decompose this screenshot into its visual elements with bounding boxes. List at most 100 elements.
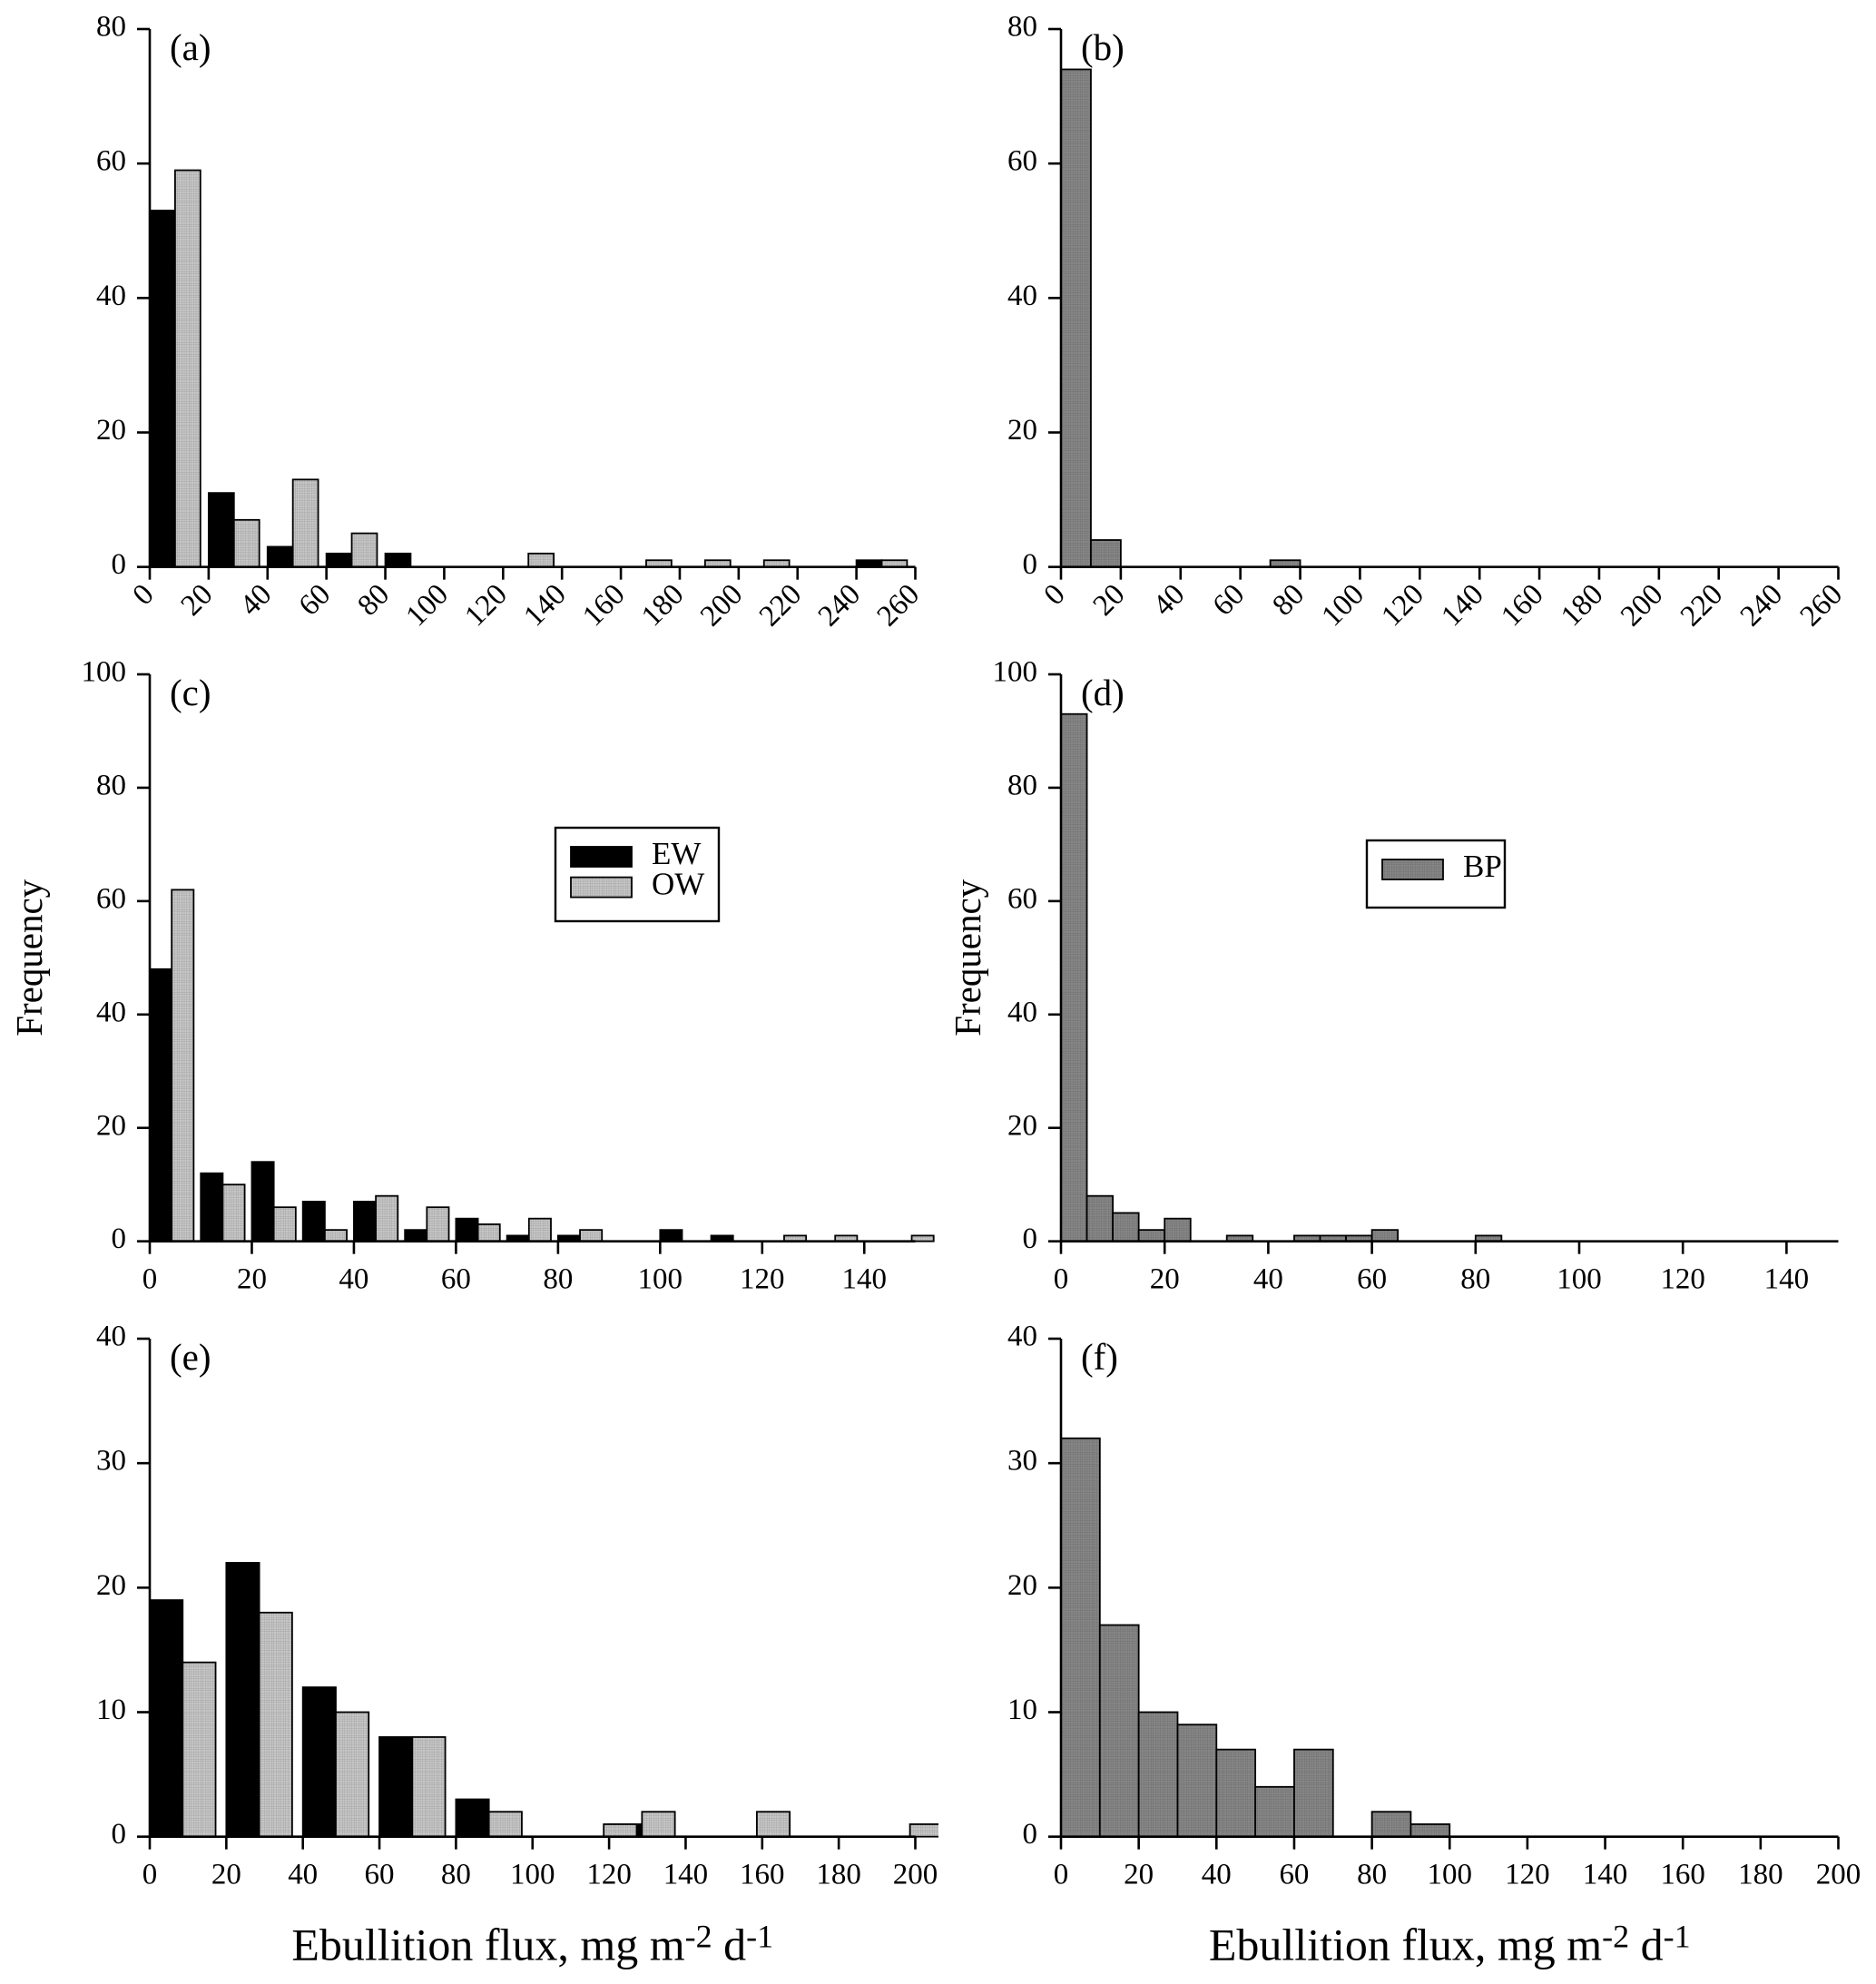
svg-text:20: 20	[96, 1569, 126, 1602]
svg-text:140: 140	[663, 1859, 708, 1891]
svg-text:80: 80	[96, 11, 126, 44]
svg-text:40: 40	[1007, 1322, 1037, 1353]
svg-text:160: 160	[1495, 578, 1549, 633]
svg-text:160: 160	[740, 1859, 784, 1891]
svg-text:60: 60	[365, 1859, 395, 1891]
svg-text:40: 40	[234, 578, 279, 623]
svg-text:20: 20	[1086, 578, 1131, 623]
svg-text:20: 20	[96, 414, 126, 447]
svg-text:Frequency: Frequency	[947, 879, 988, 1036]
svg-text:40: 40	[96, 996, 126, 1028]
svg-text:60: 60	[1007, 882, 1037, 915]
svg-text:40: 40	[339, 1262, 368, 1295]
svg-text:0: 0	[112, 1223, 127, 1255]
svg-text:80: 80	[543, 1262, 573, 1295]
svg-text:0: 0	[1053, 1262, 1068, 1295]
svg-text:160: 160	[576, 578, 631, 633]
svg-text:40: 40	[288, 1859, 318, 1891]
svg-text:180: 180	[1738, 1859, 1783, 1891]
svg-text:260: 260	[871, 578, 926, 633]
svg-text:(a): (a)	[170, 26, 211, 68]
svg-text:60: 60	[293, 578, 338, 623]
svg-text:20: 20	[1149, 1262, 1179, 1295]
svg-text:20: 20	[96, 1109, 126, 1142]
svg-text:20: 20	[211, 1859, 241, 1891]
svg-text:100: 100	[638, 1262, 683, 1295]
svg-text:20: 20	[1007, 414, 1037, 447]
svg-text:20: 20	[175, 578, 220, 623]
svg-text:20: 20	[237, 1262, 267, 1295]
svg-text:140: 140	[1582, 1859, 1626, 1891]
svg-text:180: 180	[1555, 578, 1609, 633]
svg-text:80: 80	[96, 769, 126, 801]
svg-text:200: 200	[1615, 578, 1669, 633]
svg-text:0: 0	[112, 1819, 127, 1851]
svg-text:20: 20	[1007, 1569, 1037, 1602]
svg-text:80: 80	[1007, 769, 1037, 801]
svg-text:200: 200	[893, 1859, 938, 1891]
svg-text:180: 180	[635, 578, 690, 633]
svg-text:200: 200	[694, 578, 749, 633]
svg-text:60: 60	[1279, 1859, 1309, 1891]
svg-text:100: 100	[510, 1859, 555, 1891]
svg-text:0: 0	[1022, 1223, 1037, 1255]
svg-text:120: 120	[1375, 578, 1429, 633]
svg-text:80: 80	[1460, 1262, 1490, 1295]
svg-text:Frequency: Frequency	[8, 879, 50, 1036]
svg-text:10: 10	[1007, 1694, 1037, 1726]
svg-text:OW: OW	[652, 866, 704, 901]
svg-text:30: 30	[96, 1445, 126, 1478]
svg-text:160: 160	[1660, 1859, 1704, 1891]
svg-text:60: 60	[441, 1262, 471, 1295]
svg-text:260: 260	[1793, 578, 1848, 633]
svg-text:220: 220	[1674, 578, 1728, 633]
svg-text:100: 100	[82, 662, 126, 689]
svg-text:20: 20	[1124, 1859, 1154, 1891]
svg-text:240: 240	[1734, 578, 1788, 633]
svg-text:120: 120	[1660, 1262, 1704, 1295]
svg-text:0: 0	[127, 578, 161, 612]
svg-text:0: 0	[1037, 578, 1071, 612]
svg-text:0: 0	[1022, 1819, 1037, 1851]
svg-text:120: 120	[459, 578, 514, 633]
svg-text:(e): (e)	[170, 1336, 211, 1378]
svg-text:(c): (c)	[170, 672, 211, 713]
svg-text:BP: BP	[1462, 849, 1501, 884]
svg-text:0: 0	[1053, 1859, 1068, 1891]
svg-text:10: 10	[96, 1694, 126, 1726]
svg-text:220: 220	[753, 578, 808, 633]
svg-text:60: 60	[1357, 1262, 1387, 1295]
svg-text:(b): (b)	[1081, 26, 1125, 68]
svg-text:40: 40	[1146, 578, 1191, 623]
svg-text:140: 140	[1435, 578, 1489, 633]
svg-text:240: 240	[812, 578, 867, 633]
svg-text:20: 20	[1007, 1109, 1037, 1142]
svg-text:140: 140	[842, 1262, 887, 1295]
svg-text:0: 0	[112, 548, 127, 581]
svg-text:140: 140	[1763, 1262, 1808, 1295]
svg-text:60: 60	[96, 145, 126, 178]
svg-text:0: 0	[1022, 548, 1037, 581]
svg-text:80: 80	[1357, 1859, 1387, 1891]
svg-text:0: 0	[142, 1262, 158, 1295]
svg-text:60: 60	[1206, 578, 1251, 623]
svg-text:80: 80	[351, 578, 396, 623]
svg-text:140: 140	[517, 578, 572, 633]
svg-text:120: 120	[1505, 1859, 1549, 1891]
svg-text:0: 0	[142, 1859, 158, 1891]
svg-text:(d): (d)	[1081, 672, 1125, 713]
svg-text:30: 30	[1007, 1445, 1037, 1478]
svg-text:80: 80	[1007, 11, 1037, 44]
svg-text:60: 60	[96, 882, 126, 915]
svg-text:60: 60	[1007, 145, 1037, 178]
svg-text:(f): (f)	[1081, 1336, 1118, 1378]
svg-text:40: 40	[96, 280, 126, 312]
svg-text:120: 120	[740, 1262, 784, 1295]
svg-text:40: 40	[1007, 280, 1037, 312]
svg-text:100: 100	[992, 662, 1036, 689]
svg-text:40: 40	[1201, 1859, 1231, 1891]
svg-text:100: 100	[400, 578, 455, 633]
svg-text:100: 100	[1557, 1262, 1601, 1295]
svg-text:100: 100	[1427, 1859, 1471, 1891]
svg-text:Ebullition flux, mg m-2 d-1: Ebullition flux, mg m-2 d-1	[291, 1919, 773, 1970]
